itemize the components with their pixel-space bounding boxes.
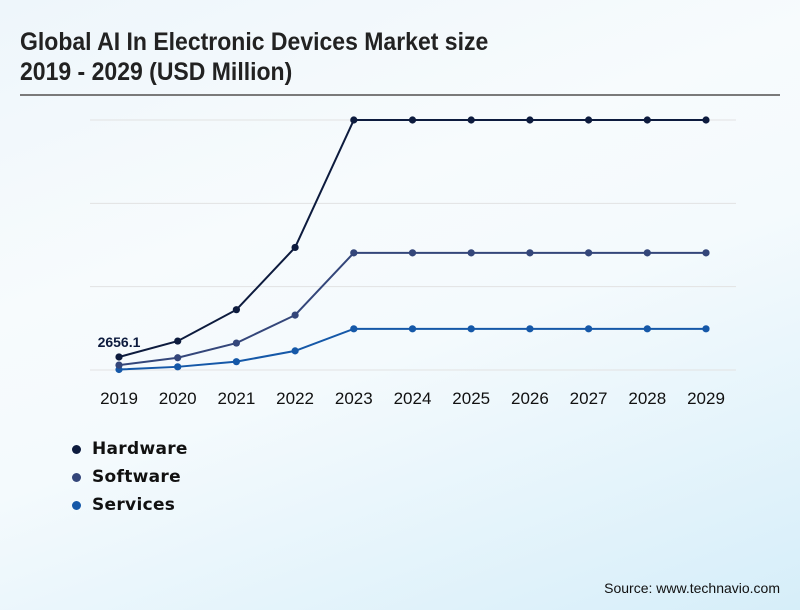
point-hardware <box>350 116 358 124</box>
x-tick-label: 2019 <box>100 389 138 408</box>
source-credit: Source: www.technavio.com <box>604 580 780 596</box>
line-hardware <box>118 119 706 358</box>
point-hardware <box>526 116 534 124</box>
chart-title: Global AI In Electronic Devices Market s… <box>20 27 488 87</box>
x-tick-label: 2021 <box>217 389 255 408</box>
point-software <box>643 249 651 257</box>
point-services <box>232 358 240 366</box>
x-axis-ticks: 2019 2020 2021 2022 2023 2024 2025 2026 2027 2028… <box>100 389 725 408</box>
point-software <box>702 249 710 257</box>
point-software <box>350 249 358 257</box>
legend-label: Software <box>92 467 181 487</box>
title-divider <box>20 94 780 96</box>
point-software <box>115 361 123 369</box>
point-hardware <box>232 306 240 314</box>
data-label: 2656.1 <box>98 334 141 350</box>
point-software <box>408 249 417 257</box>
point-hardware <box>115 353 123 361</box>
point-software <box>291 311 299 319</box>
point-hardware <box>585 116 593 124</box>
point-services <box>408 325 417 333</box>
line-software <box>118 251 706 367</box>
point-hardware <box>174 337 182 345</box>
x-tick-label: 2024 <box>394 389 432 408</box>
point-software <box>232 339 240 347</box>
chart-title-line1: Global AI In Electronic Devices Market s… <box>20 28 489 56</box>
annotations: 2656.1 <box>98 334 141 350</box>
legend-marker-icon <box>72 500 81 510</box>
point-services <box>291 347 299 355</box>
point-services <box>467 325 475 333</box>
point-hardware <box>408 116 417 124</box>
gridlines <box>90 119 736 371</box>
legend-label: Services <box>92 495 176 515</box>
x-tick-label: 2029 <box>687 389 725 408</box>
point-software <box>467 249 475 257</box>
chart-title-line2: 2019 - 2029 (USD Million) <box>20 58 293 86</box>
legend-item-hardware: Hardware <box>72 435 188 463</box>
point-services <box>174 363 182 371</box>
series-points <box>115 116 710 374</box>
point-hardware <box>702 116 710 124</box>
legend-marker-icon <box>72 472 81 482</box>
x-tick-label: 2025 <box>452 389 490 408</box>
point-services <box>702 325 710 333</box>
point-services <box>643 325 651 333</box>
legend-item-software: Software <box>72 463 188 491</box>
legend-label: Hardware <box>92 439 188 459</box>
x-tick-label: 2023 <box>335 389 373 408</box>
point-hardware <box>467 116 475 124</box>
point-services <box>585 325 593 333</box>
x-tick-label: 2022 <box>276 389 314 408</box>
point-services <box>526 325 534 333</box>
x-tick-label: 2020 <box>159 389 197 408</box>
legend-item-services: Services <box>72 491 188 519</box>
x-tick-label: 2027 <box>570 389 608 408</box>
line-services <box>118 327 706 371</box>
point-software <box>585 249 593 257</box>
legend: Hardware Software Services <box>72 435 188 519</box>
x-tick-label: 2028 <box>628 389 666 408</box>
point-hardware <box>291 243 299 252</box>
legend-marker-icon <box>72 444 81 454</box>
point-software <box>526 249 534 257</box>
point-hardware <box>643 116 651 124</box>
point-software <box>174 354 182 362</box>
x-tick-label: 2026 <box>511 389 549 408</box>
point-services <box>350 325 358 333</box>
